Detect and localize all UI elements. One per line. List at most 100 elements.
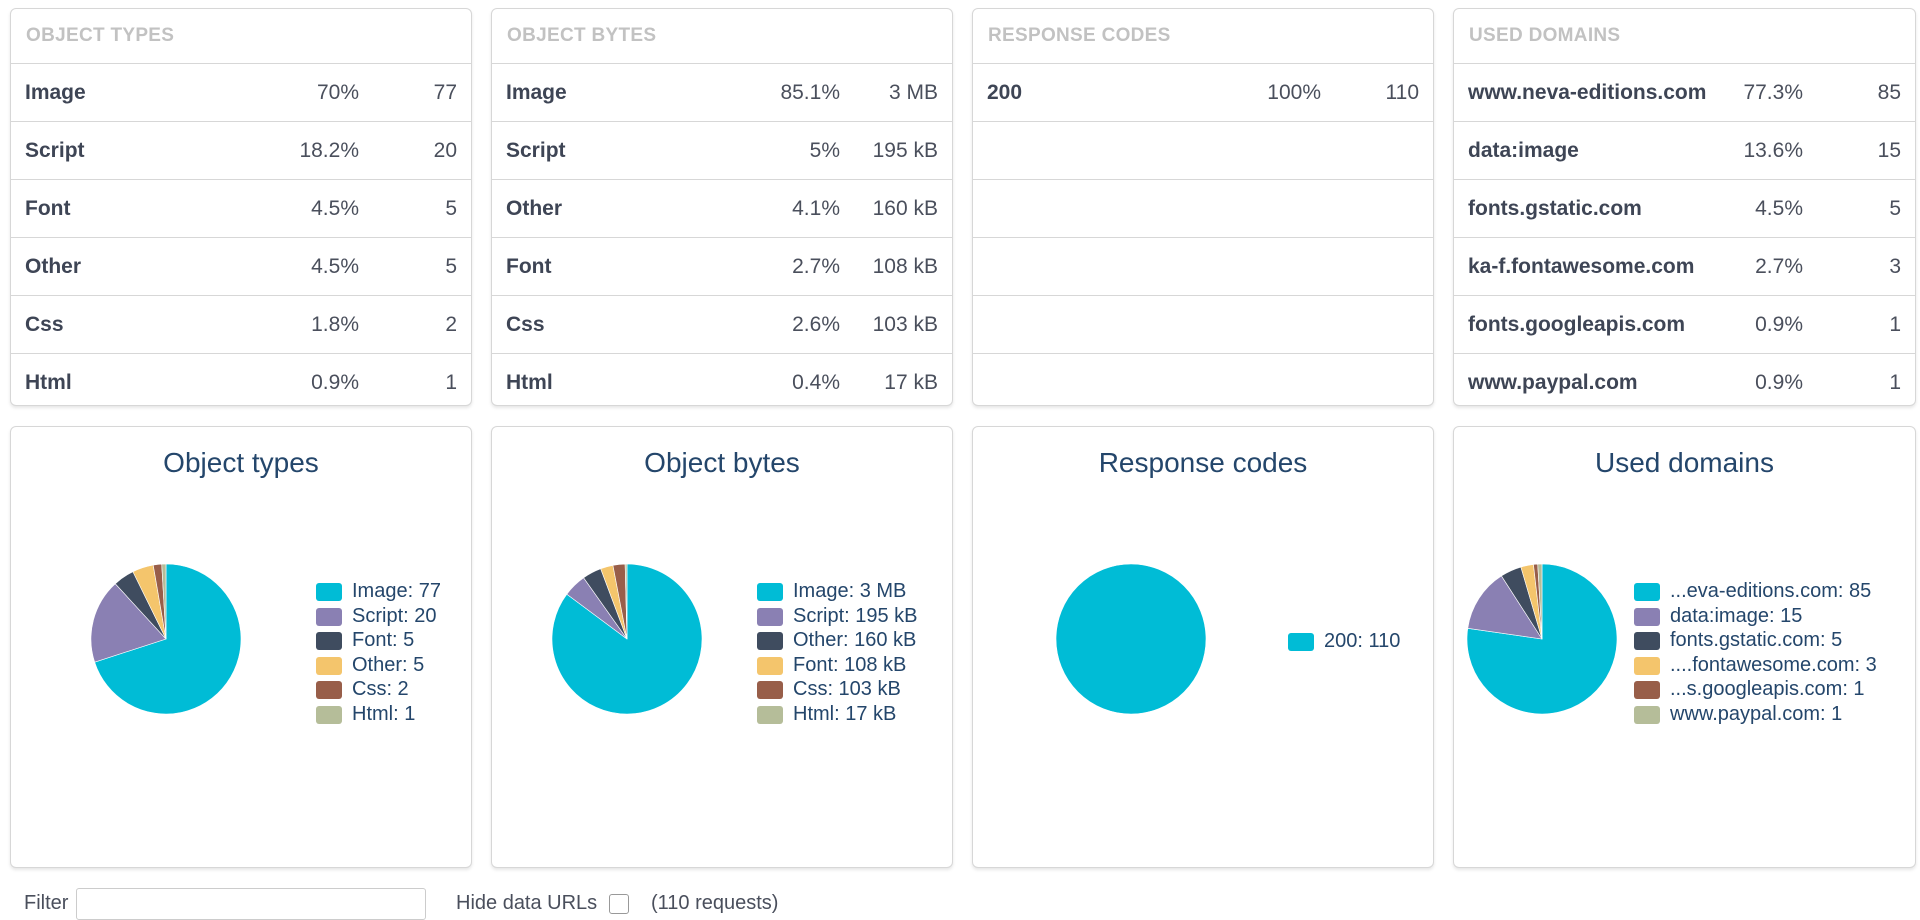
legend-swatch — [1634, 583, 1660, 601]
row-percent: 4.5% — [311, 255, 359, 278]
table-row: Font 4.5% 5 — [11, 180, 471, 238]
row-value: 110 — [1385, 81, 1419, 104]
row-name: www.neva-editions.com — [1468, 81, 1707, 104]
legend-swatch — [1634, 681, 1660, 699]
hide-data-urls-checkbox[interactable] — [609, 894, 629, 914]
response-codes-chart: Response codes 200: 110 — [972, 426, 1434, 868]
object-bytes-chart: Object bytes Image: 3 MB Script: 195 kB Ot… — [491, 426, 953, 868]
legend-swatch — [1634, 607, 1660, 626]
row-value: 1 — [445, 371, 457, 394]
table-row — [973, 238, 1433, 296]
row-percent: 0.9% — [1755, 313, 1803, 336]
legend-label: Image: 77 — [352, 580, 441, 602]
row-name: ka-f.fontawesome.com — [1468, 255, 1695, 278]
row-name: Html — [506, 371, 553, 394]
table-row: Image 70% 77 — [11, 64, 471, 122]
row-percent: 77.3% — [1743, 81, 1803, 104]
table-row: Script 5% 195 kB — [492, 122, 952, 180]
legend-swatch — [316, 632, 342, 650]
table-row: Html 0.9% 1 — [11, 354, 471, 405]
object-bytes-table: OBJECT BYTES Image 85.1% 3 MB Script 5% 195 k… — [491, 8, 953, 406]
legend-label: Html: 17 kB — [793, 702, 897, 725]
legend-swatch — [757, 681, 783, 699]
table-body: www.neva-editions.com 77.3% 85 data:image 13… — [1454, 64, 1915, 405]
row-value: 15 — [1877, 139, 1901, 162]
table-row: Script 18.2% 20 — [11, 122, 471, 180]
legend-label: ...eva-editions.com: 85 — [1670, 580, 1872, 602]
table-row: fonts.gstatic.com 4.5% 5 — [1454, 180, 1915, 238]
row-percent: 70% — [316, 81, 359, 104]
row-percent: 100% — [1267, 81, 1321, 104]
table-body: 200 100% 110 — [973, 64, 1433, 405]
legend-label: ....fontawesome.com: 3 — [1670, 653, 1877, 676]
row-name: Script — [25, 139, 85, 162]
pie-chart — [1055, 563, 1207, 715]
filter-label: Filter — [24, 892, 69, 914]
pie-slice[interactable] — [94, 563, 242, 715]
table-row — [973, 296, 1433, 354]
row-percent: 0.9% — [311, 371, 359, 394]
legend-label: Script: 20 — [352, 604, 437, 627]
table-row: Css 1.8% 2 — [11, 296, 471, 354]
row-name: Html — [25, 371, 72, 394]
legend-label: Font: 5 — [352, 629, 415, 651]
row-value: 2 — [445, 313, 457, 336]
row-value: 85 — [1877, 81, 1901, 104]
chart-title: Used domains — [1595, 447, 1774, 478]
table-row — [973, 122, 1433, 180]
row-value: 77 — [433, 81, 457, 104]
chart-title: Object types — [163, 447, 319, 478]
row-percent: 4.5% — [311, 197, 359, 220]
row-percent: 2.7% — [792, 255, 840, 278]
row-value: 20 — [433, 139, 457, 162]
filter-input[interactable] — [76, 888, 426, 920]
row-value: 5 — [445, 197, 457, 220]
pie-slice[interactable] — [1537, 563, 1543, 640]
row-value: 5 — [1889, 197, 1901, 220]
row-name: Other — [506, 197, 563, 220]
legend-swatch — [1634, 656, 1660, 675]
request-count: (110 requests) — [651, 892, 779, 914]
object-types-table: OBJECT TYPES Image 70% 77 Script 18.2% 20 Font… — [10, 8, 472, 406]
row-percent: 1.8% — [311, 313, 359, 336]
table-row: Other 4.1% 160 kB — [492, 180, 952, 238]
row-name: fonts.gstatic.com — [1468, 197, 1642, 220]
row-percent: 0.9% — [1755, 371, 1803, 394]
row-percent: 4.1% — [792, 197, 840, 220]
legend-swatch — [757, 632, 783, 650]
legend-swatch — [757, 705, 783, 724]
legend-swatch — [1288, 633, 1314, 651]
row-name: Image — [506, 81, 567, 104]
row-name: Font — [506, 255, 552, 278]
pie-slice[interactable] — [1055, 563, 1207, 715]
row-percent: 13.6% — [1743, 139, 1803, 162]
used-domains-chart: Used domains ...eva-editions.com: 85 data… — [1453, 426, 1916, 868]
hide-data-urls-label: Hide data URLs — [456, 892, 598, 914]
table-body: Image 70% 77 Script 18.2% 20 Font 4.5% 5 Other 4.5… — [11, 64, 471, 405]
pie-slice[interactable] — [624, 563, 628, 640]
legend-label: fonts.gstatic.com: 5 — [1670, 629, 1843, 651]
table-row: www.neva-editions.com 77.3% 85 — [1454, 64, 1915, 122]
pie-slice[interactable] — [90, 583, 167, 663]
row-name: Css — [506, 313, 545, 336]
table-header: OBJECT TYPES — [11, 9, 471, 64]
legend-label: data:image: 15 — [1670, 604, 1803, 627]
table-row: 200 100% 110 — [973, 64, 1433, 122]
legend-label: Script: 195 kB — [793, 604, 918, 627]
row-value: 17 kB — [884, 371, 938, 394]
row-percent: 2.7% — [1755, 255, 1803, 278]
row-name: Image — [25, 81, 86, 104]
pie-slice[interactable] — [161, 563, 167, 640]
legend-swatch — [316, 705, 342, 724]
legend-swatch — [316, 583, 342, 601]
pie-slice[interactable] — [1467, 575, 1543, 640]
row-percent: 4.5% — [1755, 197, 1803, 220]
pie-chart — [1466, 563, 1618, 715]
used-domains-table: USED DOMAINS www.neva-editions.com 77.3% 8… — [1453, 8, 1916, 406]
legend-label: Other: 5 — [352, 653, 425, 676]
row-percent: 18.2% — [299, 139, 359, 162]
chart-title: Response codes — [1098, 447, 1308, 478]
table-header: OBJECT BYTES — [492, 9, 952, 64]
row-percent: 85.1% — [780, 81, 840, 104]
